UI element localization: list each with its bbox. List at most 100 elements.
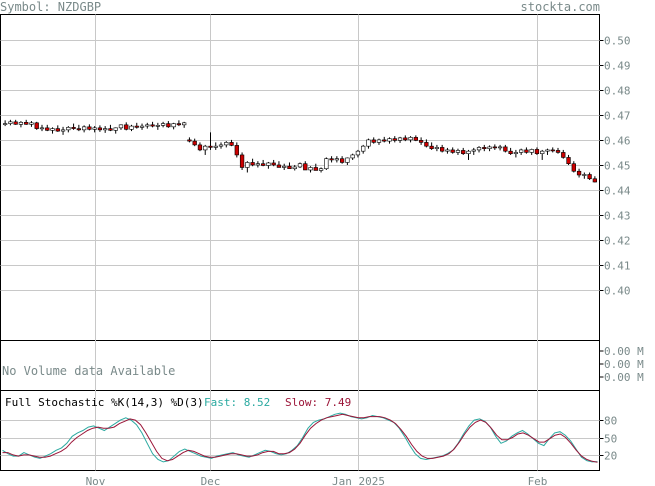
candle-body	[582, 174, 587, 176]
candle-body	[371, 139, 376, 143]
candle-body	[155, 125, 160, 127]
stoch-tick-label: 20	[604, 450, 617, 463]
candle-body	[445, 149, 450, 152]
candle-body	[434, 147, 440, 149]
candle-body	[450, 149, 455, 153]
candle-body	[55, 128, 60, 132]
candle-body	[476, 147, 482, 151]
volume-axis-label: 0.00 M	[604, 371, 644, 384]
y-tick-label: 0.40	[604, 285, 631, 298]
candle-body	[266, 162, 271, 166]
no-volume-message: No Volume data Available	[2, 364, 176, 378]
candle-body	[503, 146, 508, 152]
stoch-slow-line	[2, 413, 598, 463]
price-panel	[0, 14, 600, 341]
volume-axis-label: 0.00 M	[604, 345, 644, 358]
candle-body	[424, 142, 429, 147]
candle-body	[139, 125, 145, 128]
symbol-label: Symbol: NZDGBP	[0, 0, 102, 14]
candle-body	[66, 127, 71, 131]
candle-body	[429, 145, 434, 149]
candle-body	[466, 150, 471, 154]
candle-body	[203, 145, 208, 151]
candle-body	[276, 164, 282, 168]
candle-body	[213, 145, 218, 148]
candle-body	[60, 129, 66, 132]
candle-body	[287, 165, 292, 170]
candle-body	[440, 147, 445, 152]
candle-body	[197, 144, 203, 151]
candle-body	[376, 139, 382, 143]
candle-body	[282, 165, 287, 168]
candle-body	[550, 149, 555, 152]
candle-body	[366, 139, 371, 147]
candle-body	[245, 162, 250, 168]
candle-body	[166, 123, 171, 128]
candle-body	[566, 157, 571, 165]
candle-body	[524, 149, 529, 153]
candle-body	[176, 123, 182, 126]
candle-body	[482, 147, 487, 149]
y-tick-label: 0.43	[604, 210, 631, 223]
candle-body	[171, 123, 176, 128]
y-tick-label: 0.45	[604, 160, 631, 173]
x-tick-label: Dec	[201, 475, 221, 486]
candle-body	[324, 158, 329, 170]
candle-body	[355, 150, 361, 156]
stochastic-panel	[0, 390, 600, 471]
candle-body	[576, 170, 582, 176]
candle-body	[271, 162, 276, 166]
candle-body	[2, 123, 8, 125]
candle-body	[13, 121, 18, 125]
candle-body	[413, 137, 418, 141]
candle-body	[18, 122, 24, 125]
candle-body	[45, 127, 50, 131]
candle-body	[160, 123, 166, 126]
candle-body	[208, 145, 213, 148]
candle-body	[129, 125, 134, 130]
candle-body	[492, 146, 497, 149]
y-tick-label: 0.47	[604, 110, 631, 123]
candle-body	[97, 127, 103, 131]
candle-body	[408, 137, 413, 141]
y-tick-label: 0.41	[604, 260, 631, 273]
candle-body	[519, 149, 524, 153]
candle-body	[118, 124, 124, 129]
candle-body	[339, 158, 345, 163]
candle-body	[239, 154, 245, 168]
stochastic-slow-value: Slow: 7.49	[285, 396, 352, 409]
candle-body	[392, 138, 397, 141]
candle-body	[545, 149, 550, 152]
site-label[interactable]: stockta.com	[520, 0, 600, 14]
candle-body	[487, 146, 492, 149]
candle-body	[229, 142, 234, 146]
stoch-fast-line	[2, 412, 598, 463]
candle-body	[218, 144, 224, 147]
candle-body	[34, 122, 39, 129]
candle-body	[334, 158, 340, 161]
candle-body	[192, 140, 197, 146]
candle-body	[587, 174, 592, 180]
candle-body	[39, 127, 45, 130]
candle-body	[87, 126, 92, 130]
candle-body	[318, 168, 324, 171]
y-tick-label: 0.44	[604, 185, 631, 198]
candle-body	[471, 149, 476, 152]
candle-body	[308, 167, 313, 171]
candle-body	[124, 124, 129, 130]
candle-body	[76, 128, 81, 131]
candle-body	[29, 122, 34, 125]
candle-body	[534, 149, 540, 154]
candle-body	[561, 152, 566, 158]
candle-body	[8, 121, 13, 124]
y-tick-label: 0.50	[604, 35, 631, 48]
candle-body	[455, 150, 461, 153]
candle-body	[103, 128, 108, 131]
y-tick-label: 0.48	[604, 85, 631, 98]
candle-body	[255, 163, 261, 166]
candle-body	[329, 158, 334, 161]
candle-body	[497, 146, 503, 149]
candle-body	[397, 137, 403, 141]
y-tick-label: 0.49	[604, 60, 631, 73]
